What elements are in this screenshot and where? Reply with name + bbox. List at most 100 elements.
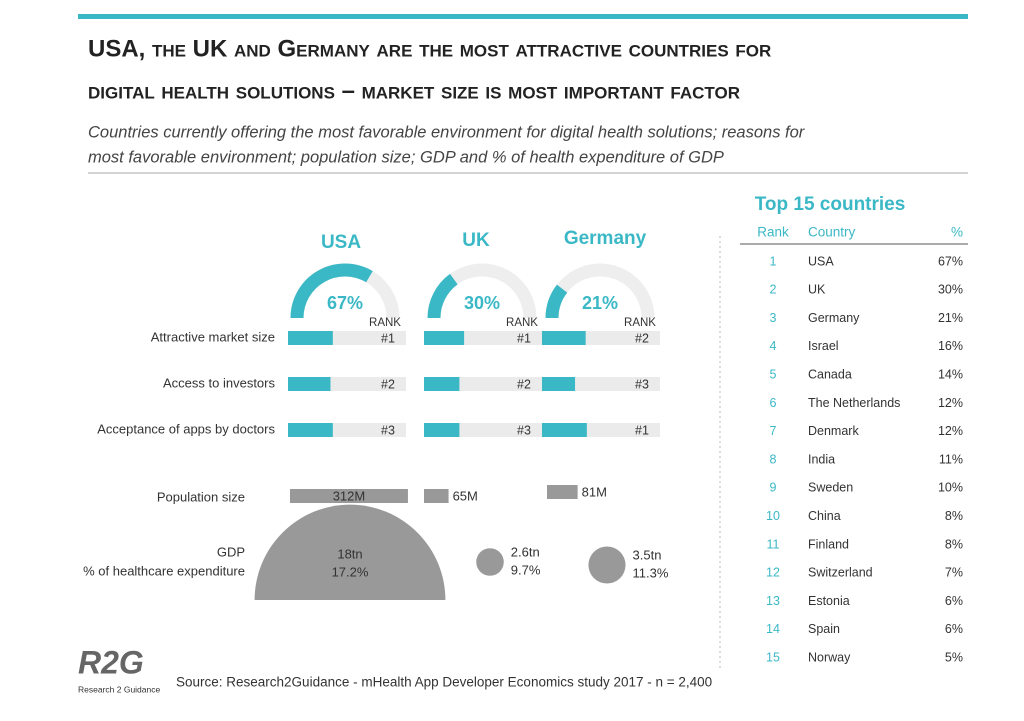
population-bar xyxy=(424,489,449,503)
table-cell: 11% xyxy=(939,452,963,466)
factor-bar xyxy=(542,423,587,437)
table-cell: UK xyxy=(808,283,826,297)
rank-heading: RANK xyxy=(624,317,656,329)
rank: #1 xyxy=(381,331,395,345)
table-cell: 3 xyxy=(770,311,777,325)
title: USA, the UK and Germany are the most att… xyxy=(88,35,771,62)
gauge-value: 21% xyxy=(582,293,618,313)
subtitle: Countries currently offering the most fa… xyxy=(88,123,806,141)
gauge-value: 30% xyxy=(464,293,500,313)
rank: #3 xyxy=(517,423,531,437)
table-cell: Sweden xyxy=(808,481,853,495)
rank: #2 xyxy=(381,377,395,391)
table-cell: Norway xyxy=(808,650,851,664)
table-cell: 14 xyxy=(766,622,780,636)
rank: #2 xyxy=(517,377,531,391)
top-rule xyxy=(78,14,968,19)
table-cell: 2 xyxy=(770,283,777,297)
gdp-circle xyxy=(476,548,504,576)
source: Source: Research2Guidance - mHealth App … xyxy=(176,675,712,690)
table-cell: 15 xyxy=(766,650,780,664)
factor-label: Access to investors xyxy=(163,375,275,390)
rank: #1 xyxy=(517,331,531,345)
rank: #2 xyxy=(635,331,649,345)
table-cell: 7% xyxy=(945,566,963,580)
column-header: Rank xyxy=(757,225,789,240)
table-cell: 12% xyxy=(938,396,963,410)
factor-bar xyxy=(424,331,465,345)
population-label: 65M xyxy=(453,488,478,503)
rank-heading: RANK xyxy=(369,317,401,329)
rank: #3 xyxy=(381,423,395,437)
rank-heading: RANK xyxy=(506,317,538,329)
table-cell: 7 xyxy=(770,424,777,438)
table-cell: Germany xyxy=(808,311,860,325)
table-cell: Estonia xyxy=(808,594,850,608)
table-cell: 5 xyxy=(770,367,777,381)
table-cell: 9 xyxy=(770,481,777,495)
gdp-label: 18tn xyxy=(337,546,362,561)
factor-bar xyxy=(288,331,333,345)
gauge-arc xyxy=(427,273,458,319)
table-cell: 8% xyxy=(945,537,963,551)
table-cell: 4 xyxy=(770,339,777,353)
column-header: % xyxy=(951,225,963,240)
factor-label: Acceptance of apps by doctors xyxy=(97,421,275,436)
table-cell: 5% xyxy=(945,650,963,664)
table-cell: India xyxy=(808,452,835,466)
factor-bar xyxy=(542,331,586,345)
gauge-arc xyxy=(545,284,568,319)
column-header: Country xyxy=(808,225,856,240)
logo-sub: Research 2 Guidance xyxy=(78,684,160,694)
table-cell: 16% xyxy=(938,339,963,353)
table-cell: 12% xyxy=(938,424,963,438)
table-cell: 21% xyxy=(938,311,963,325)
factor-bar xyxy=(542,377,576,391)
table-cell: Switzerland xyxy=(808,566,873,580)
table-cell: Finland xyxy=(808,537,849,551)
gdp-circle xyxy=(588,546,626,584)
table-cell: Canada xyxy=(808,367,852,381)
title: digital health solutions – market size i… xyxy=(88,77,740,104)
gauge-arc xyxy=(290,263,373,319)
country-name: USA xyxy=(321,232,361,253)
table-cell: 8 xyxy=(770,452,777,466)
rank: #1 xyxy=(635,423,649,437)
table-cell: China xyxy=(808,509,841,523)
table-cell: 14% xyxy=(938,367,963,381)
factor-bar xyxy=(424,377,460,391)
table-cell: 30% xyxy=(938,283,963,297)
population-heading: Population size xyxy=(157,489,245,504)
health-label: 9.7% xyxy=(511,562,541,577)
table-title: Top 15 countries xyxy=(755,194,906,215)
table-cell: 6% xyxy=(945,594,963,608)
gdp-circle xyxy=(254,504,446,600)
table-cell: 8% xyxy=(945,509,963,523)
table-cell: 10% xyxy=(938,481,963,495)
rank: #3 xyxy=(635,377,649,391)
factor-bar xyxy=(288,377,331,391)
factor-bar xyxy=(424,423,460,437)
table-cell: 10 xyxy=(766,509,780,523)
population-bar xyxy=(290,489,408,503)
table-cell: 6 xyxy=(770,396,777,410)
table-cell: 1 xyxy=(770,254,777,268)
country-name: Germany xyxy=(564,228,647,249)
factor-label: Attractive market size xyxy=(151,329,275,344)
logo: R2G xyxy=(78,644,144,680)
table-cell: 12 xyxy=(766,566,780,580)
gdp-label: 3.5tn xyxy=(633,547,662,562)
country-name: UK xyxy=(462,230,490,251)
table-cell: USA xyxy=(808,254,834,268)
table-cell: Israel xyxy=(808,339,839,353)
population-label: 312M xyxy=(333,488,366,503)
population-label: 81M xyxy=(582,484,607,499)
gdp-label: 2.6tn xyxy=(511,544,540,559)
population-bar xyxy=(547,485,578,499)
table-cell: Denmark xyxy=(808,424,859,438)
health-heading: % of healthcare expenditure xyxy=(83,563,245,578)
gdp-heading: GDP xyxy=(217,544,245,559)
table-cell: 11 xyxy=(767,537,780,551)
factor-bar xyxy=(288,423,333,437)
